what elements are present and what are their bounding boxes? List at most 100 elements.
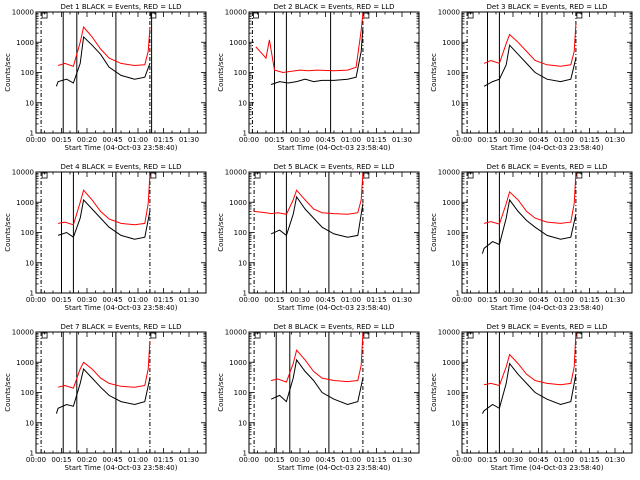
y-tick-label: 100 [21, 229, 34, 237]
attenuator-box [363, 172, 370, 179]
x-tick-label: 01:00 [128, 296, 148, 304]
x-axis-label: Start Time (04-Oct-03 23:58:40) [278, 304, 391, 312]
attenuator-box [150, 12, 157, 19]
events-series-line [55, 367, 151, 414]
attenuator-box [254, 172, 261, 179]
y-tick-label: 100 [21, 389, 34, 397]
x-tick-label: 00:15 [477, 136, 497, 144]
attenuator-box [150, 332, 157, 339]
x-tick-label: 00:15 [264, 456, 284, 464]
x-tick-label: 00:20 [77, 136, 97, 144]
y-tick-label: 1 [243, 290, 247, 298]
x-tick-label: 01:30 [392, 296, 412, 304]
x-axis-label: Start Time (04-Oct-03 23:58:40) [65, 304, 178, 312]
x-tick-label: 00:30 [290, 136, 310, 144]
panel-title: Det 1 BLACK = Events, RED = LLD [61, 3, 182, 11]
x-tick-label: 00:00 [452, 456, 472, 464]
x-tick-label: 01:30 [179, 296, 199, 304]
y-tick-label: 10000 [225, 329, 247, 337]
x-tick-label: 00:30 [503, 456, 523, 464]
x-tick-label: 01:00 [341, 296, 361, 304]
x-tick-label: 01:15 [366, 456, 386, 464]
lld-series-line [254, 173, 364, 215]
x-tick-label: 01:15 [366, 296, 386, 304]
x-tick-label: 01:30 [392, 456, 412, 464]
x-tick-label: 01:15 [579, 456, 599, 464]
y-tick-label: 10000 [438, 169, 460, 177]
plot-frame [35, 11, 207, 134]
y-tick-label: 100 [234, 69, 247, 77]
attenuator-box [254, 332, 261, 339]
lld-series-line [270, 333, 364, 383]
x-axis-label: Start Time (04-Oct-03 23:58:40) [65, 464, 178, 472]
x-tick-label: 00:00 [26, 456, 46, 464]
x-tick-label: 01:15 [153, 296, 173, 304]
x-tick-label: 01:15 [579, 136, 599, 144]
y-tick-label: 1000 [229, 199, 247, 207]
y-tick-label: 10 [238, 419, 247, 427]
events-series-line [57, 198, 151, 240]
y-tick-label: 10 [238, 99, 247, 107]
x-tick-label: 00:45 [528, 136, 548, 144]
x-tick-label: 01:15 [153, 456, 173, 464]
panel-title: Det 6 BLACK = Events, RED = LLD [487, 163, 608, 171]
panel-title: Det 5 BLACK = Events, RED = LLD [274, 163, 395, 171]
y-tick-label: 1 [456, 450, 460, 458]
y-tick-label: 1000 [229, 39, 247, 47]
events-series-line [481, 362, 577, 414]
attenuator-box [150, 172, 157, 179]
x-axis-label: Start Time (04-Oct-03 23:58:40) [65, 144, 178, 152]
x-tick-label: 01:30 [392, 136, 412, 144]
x-tick-label: 01:30 [605, 296, 625, 304]
x-tick-label: 00:15 [264, 296, 284, 304]
y-tick-label: 10 [451, 99, 460, 107]
y-tick-label: 1000 [442, 199, 460, 207]
x-tick-label: 01:00 [128, 136, 148, 144]
x-tick-label: 00:00 [26, 136, 46, 144]
lld-series-line [57, 341, 151, 389]
attenuator-box [363, 332, 370, 339]
x-tick-label: 00:00 [239, 296, 259, 304]
panel-1: Det 1 BLACK = Events, RED = LLD 1 10 100 100… [4, 3, 207, 152]
attenuator-box [253, 12, 259, 19]
y-tick-label: 100 [234, 229, 247, 237]
x-tick-label: 00:15 [264, 136, 284, 144]
lld-series-line [483, 173, 577, 225]
lld-series-line [483, 23, 577, 67]
y-tick-label: 100 [234, 389, 247, 397]
x-tick-label: 01:30 [605, 136, 625, 144]
x-tick-label: 01:30 [605, 456, 625, 464]
x-tick-label: 00:15 [51, 136, 71, 144]
y-tick-label: 10 [451, 419, 460, 427]
y-tick-label: 100 [21, 69, 34, 77]
x-tick-label: 00:15 [51, 456, 71, 464]
plot-frame [248, 331, 420, 454]
attenuator-box [363, 12, 370, 19]
y-axis-label: Counts/sec [4, 213, 12, 252]
x-tick-label: 00:45 [315, 456, 335, 464]
panel-title: Det 7 BLACK = Events, RED = LLD [61, 323, 182, 331]
y-tick-label: 1 [30, 290, 34, 298]
x-tick-label: 00:45 [102, 296, 122, 304]
lld-series-line [255, 13, 364, 74]
y-tick-label: 1 [30, 130, 34, 138]
y-axis-label: Counts/sec [430, 213, 438, 252]
plot-frame [35, 331, 207, 454]
y-tick-label: 1 [243, 130, 247, 138]
events-series-line [481, 198, 577, 254]
y-tick-label: 10 [238, 259, 247, 267]
x-tick-label: 01:00 [341, 456, 361, 464]
y-axis-label: Counts/sec [4, 53, 12, 92]
y-tick-label: 10000 [225, 9, 247, 17]
y-tick-label: 10 [451, 259, 460, 267]
panel-8: Det 8 BLACK = Events, RED = LLD 1 10 100 100… [217, 323, 420, 472]
x-tick-label: 00:45 [528, 296, 548, 304]
y-tick-label: 10000 [225, 169, 247, 177]
lld-series-line [58, 174, 151, 226]
x-tick-label: 00:00 [26, 296, 46, 304]
panel-9: Det 9 BLACK = Events, RED = LLD 1 10 100 100… [430, 323, 633, 472]
x-tick-label: 01:00 [128, 456, 148, 464]
panel-title: Det 2 BLACK = Events, RED = LLD [274, 3, 395, 11]
attenuator-box [576, 332, 583, 339]
